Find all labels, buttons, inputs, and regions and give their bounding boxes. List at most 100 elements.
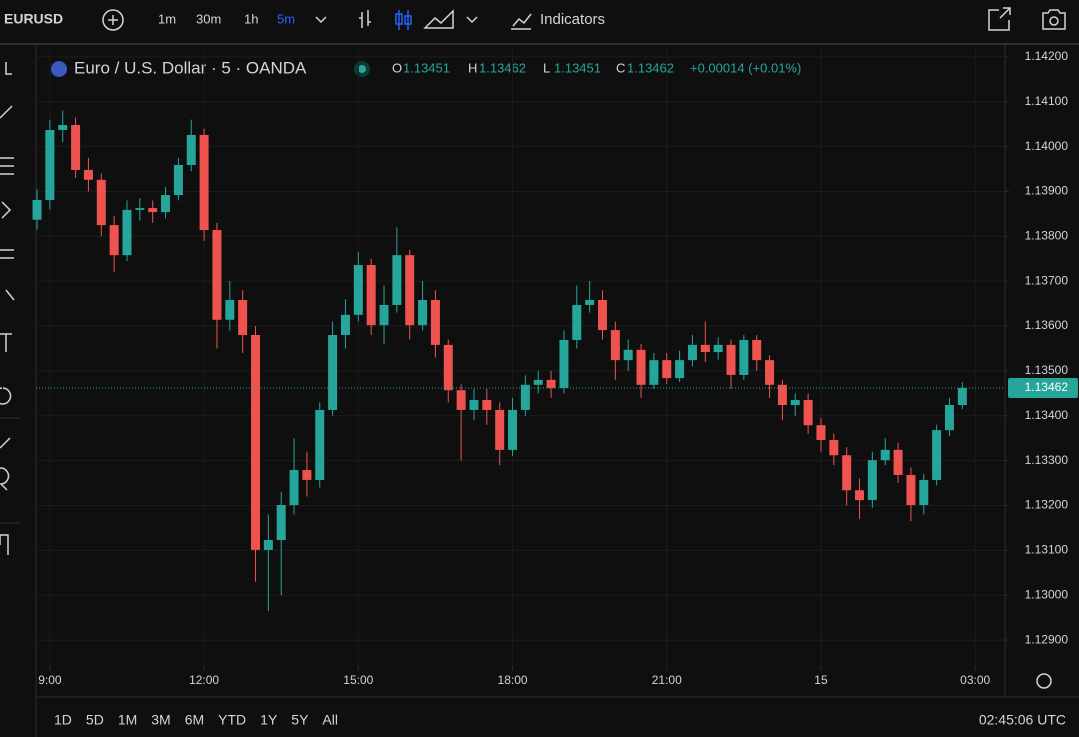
candle-body <box>212 230 222 320</box>
candle-body <box>572 304 582 340</box>
candle-body <box>161 195 171 213</box>
chart-type-menu[interactable] <box>466 16 478 24</box>
settings[interactable] <box>1036 673 1052 689</box>
candle-body <box>405 255 415 326</box>
x-tick-label: 15:00 <box>343 673 373 687</box>
candle-body <box>662 360 672 379</box>
candle-body <box>597 300 607 331</box>
x-tick-label: 03:00 <box>960 673 990 687</box>
candle-body <box>315 409 325 480</box>
candle-body <box>186 134 196 165</box>
candle-body <box>957 387 967 406</box>
ohlc-value: 1.13451 <box>403 60 450 75</box>
candle-body <box>726 344 736 375</box>
candle-body <box>418 300 428 326</box>
candle-body <box>353 265 363 315</box>
candle-body <box>855 490 865 501</box>
interval-menu[interactable] <box>315 16 327 24</box>
candle-body <box>842 455 852 491</box>
y-tick-label: 1.13200 <box>1025 498 1069 512</box>
candle-body <box>251 335 261 550</box>
candle-body <box>199 134 209 231</box>
candle-body <box>700 344 710 353</box>
range-button[interactable]: 1M <box>118 712 137 728</box>
candle-body <box>713 344 723 353</box>
interval[interactable]: 1h <box>244 11 258 26</box>
candle-body <box>430 300 440 345</box>
range-buttons: 1D 5D 1M 3M 6M YTD 1Y 5Y All <box>54 712 338 728</box>
ohlc-key: L <box>543 60 550 75</box>
candle-body <box>456 390 466 410</box>
candle-body <box>675 360 685 379</box>
interval[interactable]: 1m <box>158 11 176 26</box>
drawing-tools[interactable] <box>0 62 15 555</box>
candle-body <box>803 400 813 426</box>
range-button[interactable]: 1Y <box>260 712 278 728</box>
y-tick-label: 1.13300 <box>1025 453 1069 467</box>
range-button[interactable]: 6M <box>185 712 204 728</box>
interval[interactable]: 30m <box>196 11 221 26</box>
interval-active[interactable]: 5m <box>277 11 295 26</box>
y-tick-label: 1.13400 <box>1025 408 1069 422</box>
candle-icon[interactable] <box>395 10 412 30</box>
candle-body <box>263 540 273 550</box>
fullscreen[interactable] <box>988 7 1011 31</box>
candle-body <box>585 300 595 305</box>
candle-body <box>765 360 775 385</box>
ohlc-key: O <box>392 60 402 75</box>
x-tick-label: 12:00 <box>189 673 219 687</box>
candle-body <box>495 409 505 450</box>
y-tick-label: 1.13100 <box>1025 543 1069 557</box>
range-button[interactable]: YTD <box>218 712 246 728</box>
range-button[interactable]: 5D <box>86 712 104 728</box>
y-tick-label: 1.13700 <box>1025 273 1069 287</box>
area-icon[interactable] <box>423 9 454 29</box>
candle-body <box>777 384 787 406</box>
candle-body <box>790 400 800 406</box>
indicators-icon[interactable] <box>511 13 532 30</box>
range-button[interactable]: 1D <box>54 712 72 728</box>
candle-body <box>32 199 42 220</box>
add-icon <box>108 15 118 25</box>
x-tick-label: 18:00 <box>498 673 528 687</box>
candle-body <box>944 405 954 431</box>
ohlc-key: H <box>468 60 477 75</box>
range-button[interactable]: 3M <box>151 712 170 728</box>
candle-body <box>559 339 569 388</box>
market-status-dot <box>358 65 366 73</box>
candle-body <box>379 304 389 326</box>
candle-body <box>83 169 93 180</box>
candle-body <box>122 209 132 256</box>
candle-body <box>469 400 479 410</box>
y-tick-label: 1.13900 <box>1025 184 1069 198</box>
candle-body <box>546 379 556 388</box>
candle-body <box>225 300 235 320</box>
y-tick-label: 1.13000 <box>1025 587 1069 601</box>
candle-body <box>96 179 106 226</box>
candle-body <box>443 344 453 391</box>
last-price-label: 1.13462 <box>1025 380 1069 394</box>
y-tick-label: 1.13500 <box>1025 363 1069 377</box>
candle-body <box>45 129 55 200</box>
candle-body <box>906 474 916 506</box>
candle-body <box>289 470 299 506</box>
y-tick-label: 1.12900 <box>1025 632 1069 646</box>
snapshot[interactable] <box>1042 9 1066 30</box>
candle-body <box>58 125 68 130</box>
y-tick-label: 1.13800 <box>1025 228 1069 242</box>
bar-chart-icon[interactable] <box>359 10 371 28</box>
symbol[interactable]: EURUSD <box>4 11 63 27</box>
range-button[interactable]: All <box>322 712 338 728</box>
add-symbol[interactable] <box>102 9 124 31</box>
legend-change: +0.00014 (+0.01%) <box>690 60 801 75</box>
ohlc-legend: O 1.13451 H 1.13462 L 1.13451 C 1.13462 <box>392 60 674 75</box>
candle-body <box>173 164 183 196</box>
candle-body <box>880 449 890 461</box>
range-button[interactable]: 5Y <box>291 712 309 728</box>
x-tick-label: 15 <box>814 673 828 687</box>
candle-body <box>623 349 633 361</box>
clock: 02:45:06 UTC <box>979 712 1066 728</box>
candle-body <box>302 470 312 480</box>
indicators[interactable]: Indicators <box>540 11 605 28</box>
